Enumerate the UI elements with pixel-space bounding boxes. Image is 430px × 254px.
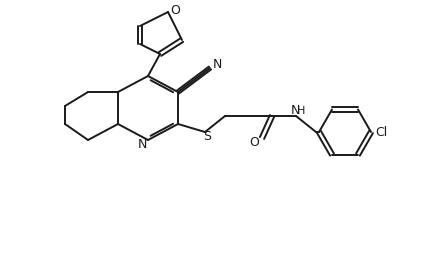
Text: Cl: Cl bbox=[375, 125, 387, 138]
Text: N: N bbox=[137, 138, 147, 151]
Text: O: O bbox=[249, 136, 259, 150]
Text: H: H bbox=[297, 106, 305, 116]
Text: S: S bbox=[203, 131, 211, 144]
Text: N: N bbox=[212, 57, 222, 71]
Text: N: N bbox=[290, 104, 300, 118]
Text: O: O bbox=[170, 4, 180, 17]
